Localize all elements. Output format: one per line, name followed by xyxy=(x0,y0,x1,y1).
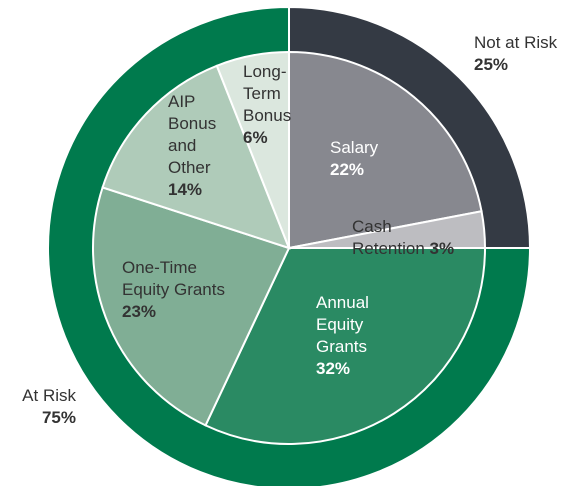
slice-label: Salary 22% xyxy=(330,137,378,181)
slice-label: One-Time Equity Grants 23% xyxy=(122,257,225,323)
pie-slice xyxy=(204,247,487,445)
value-label: 25% xyxy=(474,55,509,74)
value-label: 6% xyxy=(243,128,268,147)
pie-slice xyxy=(288,50,483,250)
category-label: Salary xyxy=(330,138,379,157)
slice-label: Not at Risk 25% xyxy=(474,32,557,76)
value-label: 14% xyxy=(168,180,203,199)
pie-slice xyxy=(101,64,291,250)
slice-label: AIP Bonus and Other 14% xyxy=(168,91,216,201)
value-label: 23% xyxy=(122,302,157,321)
pie-slice xyxy=(92,186,291,427)
category-label: One-Time Equity Grants xyxy=(122,258,225,299)
slice-label: Cash Retention 3% xyxy=(352,216,454,260)
slice-label: Long- Term Bonus 6% xyxy=(243,61,291,149)
value-label: 3% xyxy=(429,239,455,258)
slice-label: Annual Equity Grants 32% xyxy=(316,292,369,380)
pie-slice xyxy=(215,50,290,249)
category-label: AIP Bonus and Other xyxy=(168,92,217,177)
category-label: Annual Equity Grants xyxy=(316,293,369,356)
value-label: 22% xyxy=(330,160,365,179)
category-label: Cash Retention xyxy=(352,217,425,258)
category-label: At Risk xyxy=(22,386,76,405)
value-label: 75% xyxy=(41,408,76,427)
value-label: 32% xyxy=(316,359,351,378)
slice-label: At Risk 75% xyxy=(0,385,76,429)
category-label: Long- Term Bonus xyxy=(243,62,292,125)
category-label: Not at Risk xyxy=(474,33,558,52)
